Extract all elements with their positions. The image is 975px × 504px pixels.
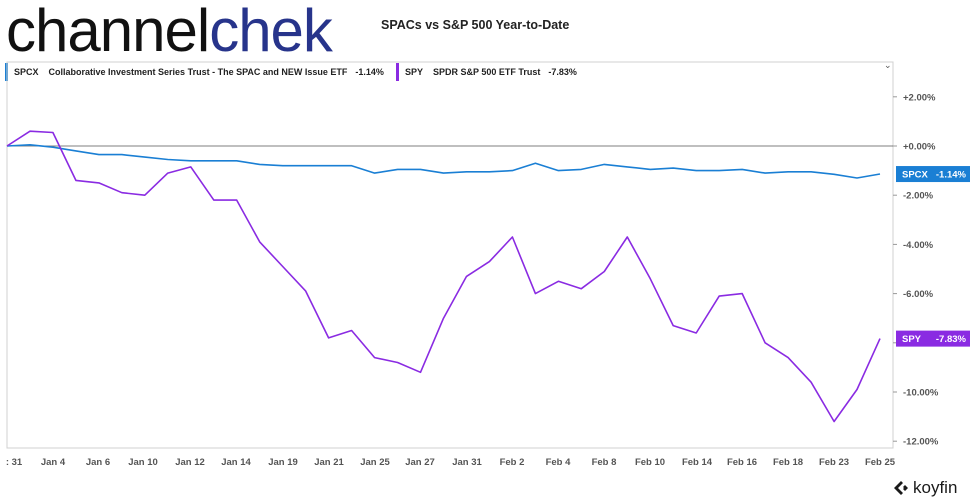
- tag-value-spcx: -1.14%: [936, 170, 967, 181]
- koyfin-text: koyfin: [913, 478, 958, 497]
- plot-frame: [6, 61, 894, 449]
- x-tick-label: Jan 31: [452, 457, 482, 468]
- y-tick-label: -2.00%: [903, 191, 934, 202]
- last-value-tag-spy: SPY -7.83%: [896, 330, 970, 347]
- logo-text-part2: chek: [209, 0, 333, 64]
- x-tick-label: Jan 27: [405, 457, 435, 468]
- legend-item-spy[interactable]: SPY SPDR S&P 500 ETF Trust -7.83%: [396, 62, 577, 82]
- y-tick-label: -10.00%: [903, 388, 939, 399]
- plot-border: [6, 61, 894, 449]
- chart-title: SPACs vs S&P 500 Year-to-Date: [381, 18, 570, 32]
- y-tick-label: -12.00%: [903, 437, 939, 448]
- x-tick-label: Feb 25: [865, 457, 896, 468]
- legend-name-spcx: Collaborative Investment Series Trust - …: [48, 67, 348, 77]
- y-tick-label: +2.00%: [903, 92, 936, 103]
- x-tick-label: : 31: [6, 457, 23, 468]
- x-tick-label: Jan 21: [314, 457, 344, 468]
- x-tick-label: Jan 19: [268, 457, 298, 468]
- x-tick-label: Jan 25: [360, 457, 390, 468]
- last-value-tag-spcx: SPCX -1.14%: [896, 166, 970, 183]
- x-tick-label: Feb 2: [500, 457, 525, 468]
- x-tick-label: Feb 4: [546, 457, 572, 468]
- y-axis: +2.00%+0.00%-2.00%-4.00%-6.00%-8.00%-10.…: [893, 92, 939, 448]
- x-tick-label: Feb 10: [635, 457, 665, 468]
- series-line-spcx: [6, 144, 881, 179]
- koyfin-icon: [894, 481, 908, 495]
- tag-value-spy: -7.83%: [936, 334, 967, 345]
- channelchek-logo: channelchek: [6, 0, 333, 64]
- y-tick-label: -4.00%: [903, 240, 934, 251]
- legend-more-icon[interactable]: ⌄: [884, 60, 892, 70]
- x-tick-label: Feb 23: [819, 457, 849, 468]
- legend-value-spy: -7.83%: [548, 67, 577, 77]
- x-tick-label: Jan 4: [41, 457, 66, 468]
- y-tick-label: -6.00%: [903, 289, 934, 300]
- x-tick-label: Feb 8: [592, 457, 617, 468]
- x-axis: : 31 Jan 4 Jan 6 Jan 10 Jan 12 Jan 14 Jan 19 Ja…: [6, 457, 896, 468]
- series-lines: [6, 130, 881, 423]
- last-value-tags: SPCX -1.14% SPY -7.83%: [896, 166, 970, 347]
- x-tick-label: Jan 12: [175, 457, 205, 468]
- x-tick-label: Feb 14: [682, 457, 713, 468]
- legend-swatch-spy: [396, 63, 399, 81]
- x-tick-label: Jan 10: [128, 457, 158, 468]
- koyfin-logo: koyfin: [893, 478, 957, 498]
- logo-text-part1: channel: [6, 0, 210, 64]
- tag-ticker-spcx: SPCX: [902, 170, 929, 181]
- y-tick-label: +0.00%: [903, 142, 936, 153]
- legend-ticker-spy: SPY: [405, 67, 424, 77]
- x-tick-label: Jan 14: [221, 457, 251, 468]
- tag-bg-spcx: [896, 166, 970, 183]
- tag-bg-spy: [896, 330, 970, 347]
- x-tick-label: Feb 16: [727, 457, 757, 468]
- legend-ticker-spcx: SPCX: [14, 67, 39, 77]
- legend-value-spcx: -1.14%: [355, 67, 384, 77]
- tag-ticker-spy: SPY: [902, 334, 922, 345]
- series-line-spy: [6, 130, 881, 423]
- x-tick-label: Feb 18: [773, 457, 803, 468]
- legend-name-spy: SPDR S&P 500 ETF Trust: [433, 67, 541, 77]
- x-tick-label: Jan 6: [86, 457, 110, 468]
